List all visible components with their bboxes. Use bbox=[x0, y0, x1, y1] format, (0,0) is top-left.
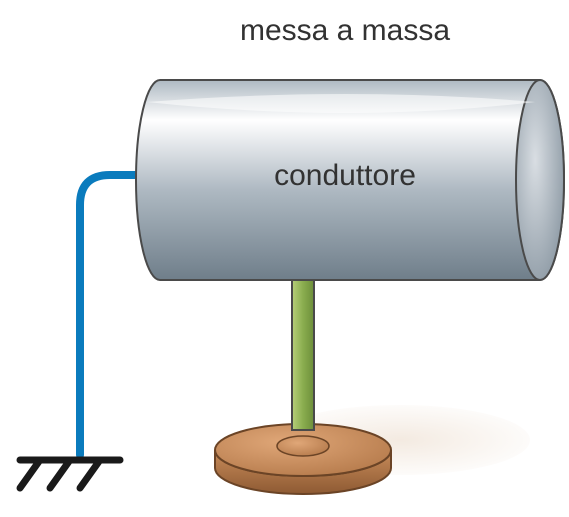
ground-symbol-icon bbox=[20, 460, 120, 488]
conductor-label: conduttore bbox=[274, 159, 416, 192]
title-label: messa a massa bbox=[240, 14, 450, 47]
stand-pole bbox=[292, 280, 314, 430]
diagram-root: messa a massa conduttore bbox=[0, 0, 569, 517]
stand-base bbox=[215, 424, 391, 494]
